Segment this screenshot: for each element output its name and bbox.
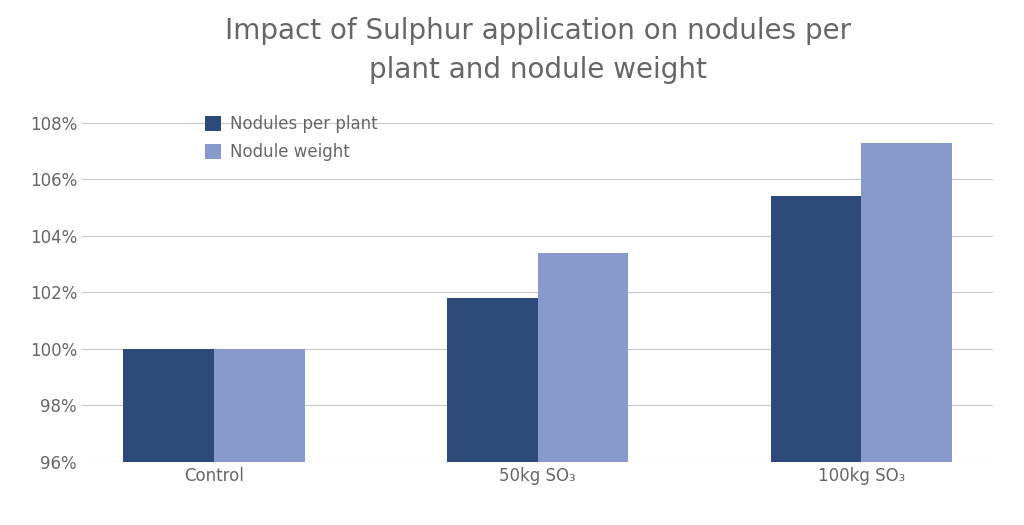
Bar [123,349,214,462]
Bar [214,349,304,462]
Bar [447,298,538,462]
Title: Impact of Sulphur application on nodules per
plant and nodule weight: Impact of Sulphur application on nodules… [224,17,851,84]
Bar [771,196,861,462]
Bar [538,253,628,462]
Bar [861,143,952,462]
Legend: Nodules per plant, Nodule weight: Nodules per plant, Nodule weight [200,110,382,166]
